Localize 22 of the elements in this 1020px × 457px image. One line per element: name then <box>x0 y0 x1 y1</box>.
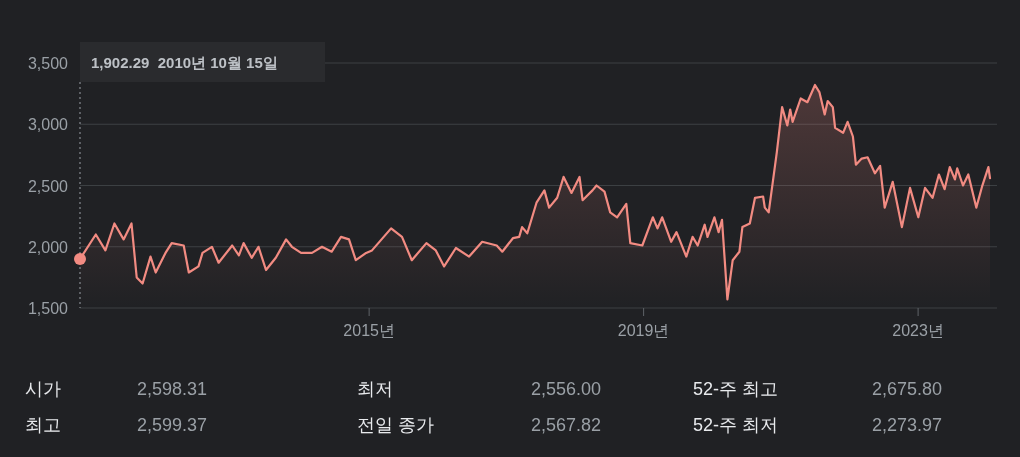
y-tick-label: 3,000 <box>27 116 69 134</box>
text: 2,273.97 <box>872 415 943 435</box>
text: 2,567.82 <box>531 415 602 435</box>
text: 최고 <box>25 415 61 435</box>
text: 최저 <box>357 379 393 399</box>
y-tick-label: 2,500 <box>27 177 69 195</box>
annotation: 1,902.29 2010년 10월 15일 <box>91 54 278 71</box>
text: 52-주 최저 <box>693 415 779 435</box>
y-tick-label: 2,000 <box>27 238 69 256</box>
x-tick-label: 2019년 <box>617 322 670 339</box>
x-tick-label: 2015년 <box>343 322 395 339</box>
text: 2,675.80 <box>872 379 943 399</box>
tooltip: 1,902.29 2010년 10월 15일 <box>74 42 325 309</box>
y-tick-label: 3,500 <box>27 55 69 72</box>
text: 시가 <box>25 379 61 399</box>
text: 전일 종가 <box>357 415 435 435</box>
text: 2,598.31 <box>137 379 208 399</box>
text: 2,599.37 <box>137 415 208 435</box>
y-tick-label: 1,500 <box>27 300 69 317</box>
x-tick-label: 2023년 <box>892 322 944 339</box>
text: 52-주 최고 <box>693 379 779 399</box>
text: 2,556.00 <box>531 379 602 399</box>
